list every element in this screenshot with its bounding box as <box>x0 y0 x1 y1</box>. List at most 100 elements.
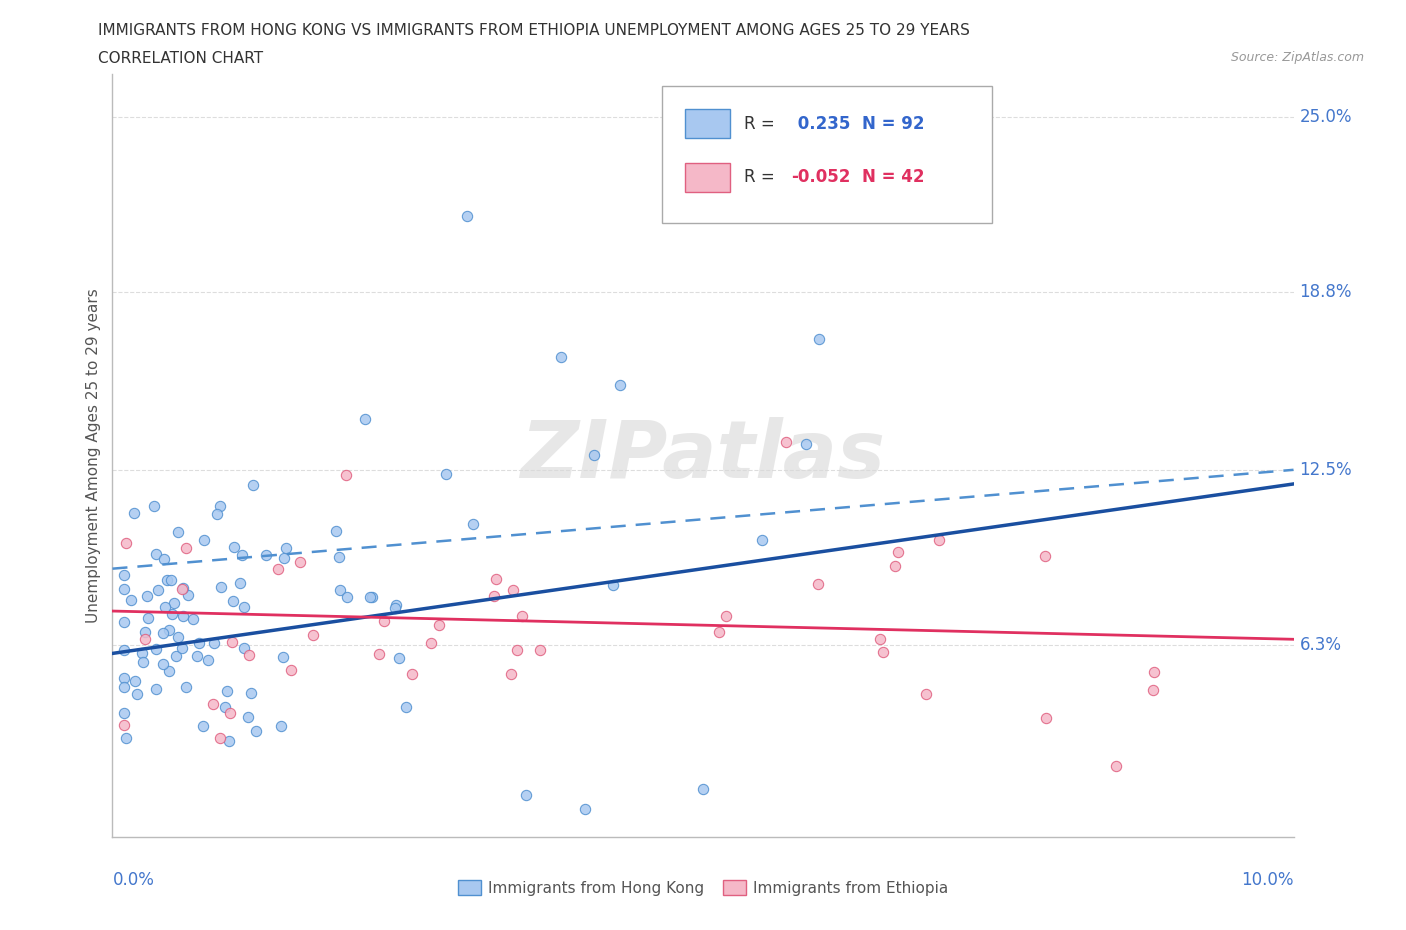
Text: 18.8%: 18.8% <box>1299 283 1353 301</box>
Legend: Immigrants from Hong Kong, Immigrants from Ethiopia: Immigrants from Hong Kong, Immigrants fr… <box>451 873 955 902</box>
Point <box>170 581 193 596</box>
Point <box>395 699 418 714</box>
Point <box>1035 711 1057 725</box>
FancyBboxPatch shape <box>685 110 730 139</box>
Point <box>373 613 395 628</box>
Point <box>134 625 156 640</box>
Point <box>112 679 135 694</box>
Point <box>153 551 176 566</box>
Point <box>159 664 181 679</box>
Y-axis label: Unemployment Among Ages 25 to 29 years: Unemployment Among Ages 25 to 29 years <box>86 288 101 623</box>
Text: 25.0%: 25.0% <box>1299 108 1353 126</box>
Point <box>218 734 240 749</box>
Point <box>869 631 891 646</box>
Point <box>502 582 524 597</box>
Text: ZIPatlas: ZIPatlas <box>520 417 886 495</box>
Point <box>222 539 245 554</box>
Point <box>692 781 714 796</box>
Point <box>271 649 294 664</box>
Point <box>707 624 730 639</box>
Point <box>146 582 169 597</box>
Point <box>280 662 302 677</box>
Text: CORRELATION CHART: CORRELATION CHART <box>98 51 263 66</box>
Text: Source: ZipAtlas.com: Source: ZipAtlas.com <box>1230 51 1364 64</box>
Point <box>233 599 256 614</box>
Point <box>193 533 215 548</box>
Point <box>245 724 267 738</box>
Point <box>124 674 146 689</box>
Point <box>915 687 938 702</box>
Point <box>152 625 174 640</box>
Point <box>145 547 167 562</box>
Point <box>714 609 737 624</box>
Point <box>197 653 219 668</box>
Point <box>401 667 423 682</box>
Point <box>112 718 135 733</box>
Point <box>807 332 830 347</box>
Text: -0.052: -0.052 <box>792 168 851 186</box>
Point <box>160 606 183 621</box>
Point <box>132 655 155 670</box>
Point <box>887 544 910 559</box>
Point <box>238 710 260 724</box>
Point <box>112 614 135 629</box>
FancyBboxPatch shape <box>685 163 730 192</box>
Point <box>602 578 624 592</box>
FancyBboxPatch shape <box>662 86 993 223</box>
Point <box>205 506 228 521</box>
Point <box>515 787 537 802</box>
Point <box>165 649 187 664</box>
Point <box>359 590 381 604</box>
Point <box>461 516 484 531</box>
Text: IMMIGRANTS FROM HONG KONG VS IMMIGRANTS FROM ETHIOPIA UNEMPLOYMENT AMONG AGES 25: IMMIGRANTS FROM HONG KONG VS IMMIGRANTS … <box>98 23 970 38</box>
Point <box>163 596 186 611</box>
Point <box>127 687 149 702</box>
Point <box>208 731 231 746</box>
Point <box>609 378 631 392</box>
Point <box>181 611 204 626</box>
Point <box>112 671 135 685</box>
Point <box>152 657 174 671</box>
Point <box>115 731 138 746</box>
Point <box>482 589 505 604</box>
Text: R =: R = <box>744 115 780 133</box>
Point <box>1143 664 1166 679</box>
Point <box>159 573 181 588</box>
Point <box>270 718 292 733</box>
Point <box>550 350 572 365</box>
Text: 0.235: 0.235 <box>792 115 851 133</box>
Point <box>112 567 135 582</box>
Point <box>254 548 277 563</box>
Point <box>172 580 194 595</box>
Point <box>456 208 478 223</box>
Point <box>361 589 384 604</box>
Point <box>775 434 797 449</box>
Point <box>335 467 357 482</box>
Point <box>188 635 211 650</box>
Point <box>420 635 443 650</box>
Point <box>176 588 198 603</box>
Point <box>794 437 817 452</box>
Point <box>368 647 391 662</box>
Point <box>122 505 145 520</box>
Point <box>145 681 167 696</box>
Point <box>218 706 240 721</box>
Point <box>276 541 298 556</box>
Point <box>883 559 905 574</box>
Point <box>120 592 142 607</box>
Point <box>142 498 165 513</box>
Point <box>384 601 406 616</box>
Point <box>239 685 262 700</box>
Text: R =: R = <box>744 168 780 186</box>
Point <box>928 533 950 548</box>
Point <box>1105 759 1128 774</box>
Point <box>499 667 522 682</box>
Text: 0.0%: 0.0% <box>112 870 155 889</box>
Point <box>436 467 458 482</box>
Point <box>232 641 254 656</box>
Point <box>174 680 197 695</box>
Point <box>751 533 773 548</box>
Text: 10.0%: 10.0% <box>1241 870 1294 889</box>
Text: N = 42: N = 42 <box>862 168 925 186</box>
Point <box>134 632 156 647</box>
